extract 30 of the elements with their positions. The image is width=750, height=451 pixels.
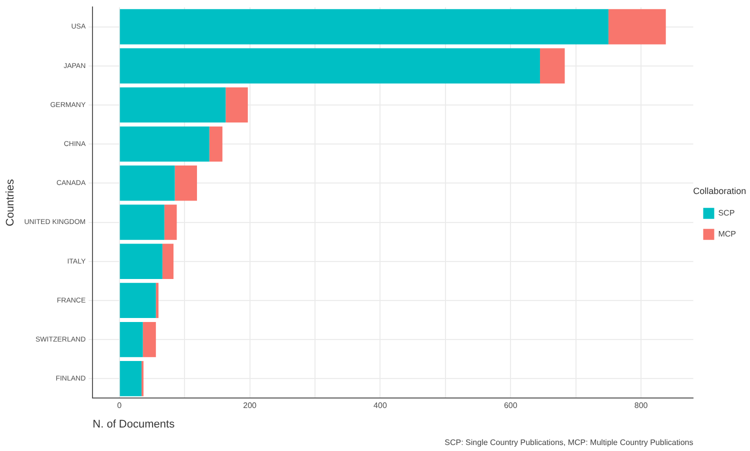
bar	[120, 126, 210, 162]
bar	[120, 9, 608, 44]
bar	[164, 204, 177, 240]
bar	[142, 322, 156, 358]
text: SCP: Single Country Publications, MCP: Multiple Country Publications	[444, 438, 694, 448]
y-axis-title: Countries	[4, 178, 17, 226]
bar	[209, 126, 222, 162]
legend-label: MCP	[718, 230, 736, 239]
bar	[120, 361, 142, 396]
x-tick-label: 0	[117, 401, 122, 410]
bar	[226, 87, 248, 123]
bar	[120, 87, 226, 123]
bar	[608, 9, 666, 44]
bar	[540, 48, 565, 84]
legend-label: SCP	[718, 208, 735, 218]
x-axis-title: N. of Documents	[92, 418, 176, 430]
bar	[162, 244, 174, 279]
bar	[120, 282, 156, 318]
x-tick-label: 800	[634, 401, 648, 410]
bar	[156, 282, 159, 318]
legend-title: Collaboration	[693, 186, 746, 196]
bar	[120, 48, 540, 84]
bar	[174, 166, 197, 201]
bar	[120, 244, 162, 279]
bar	[120, 322, 143, 358]
bar	[120, 204, 164, 240]
bar	[120, 166, 175, 201]
x-tick-label: 200	[243, 401, 258, 410]
x-tick-label: 400	[374, 401, 388, 410]
x-tick-label: 600	[504, 401, 518, 410]
